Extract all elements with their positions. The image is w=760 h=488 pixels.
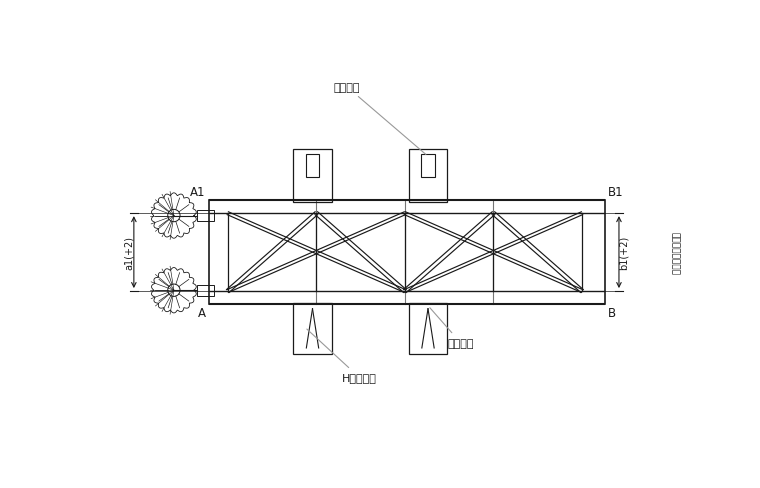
- Text: B: B: [608, 307, 616, 320]
- Text: 固定楔子: 固定楔子: [430, 308, 473, 348]
- Bar: [197, 211, 214, 222]
- Text: a1(+2): a1(+2): [124, 236, 135, 269]
- Text: B1: B1: [608, 185, 624, 199]
- Bar: [197, 285, 214, 296]
- Bar: [306, 155, 319, 178]
- Text: A1: A1: [190, 185, 205, 199]
- Bar: [409, 149, 447, 203]
- Text: A: A: [198, 307, 205, 320]
- Bar: [409, 303, 447, 354]
- Text: 固定挡块: 固定挡块: [334, 83, 426, 155]
- Text: H型钢垫件: H型钢垫件: [307, 329, 377, 383]
- Bar: [293, 149, 332, 203]
- Text: b1(+2): b1(+2): [619, 236, 629, 270]
- Bar: [421, 155, 435, 178]
- Text: 保证钢管中心距离: 保证钢管中心距离: [670, 231, 679, 274]
- Bar: [293, 303, 332, 354]
